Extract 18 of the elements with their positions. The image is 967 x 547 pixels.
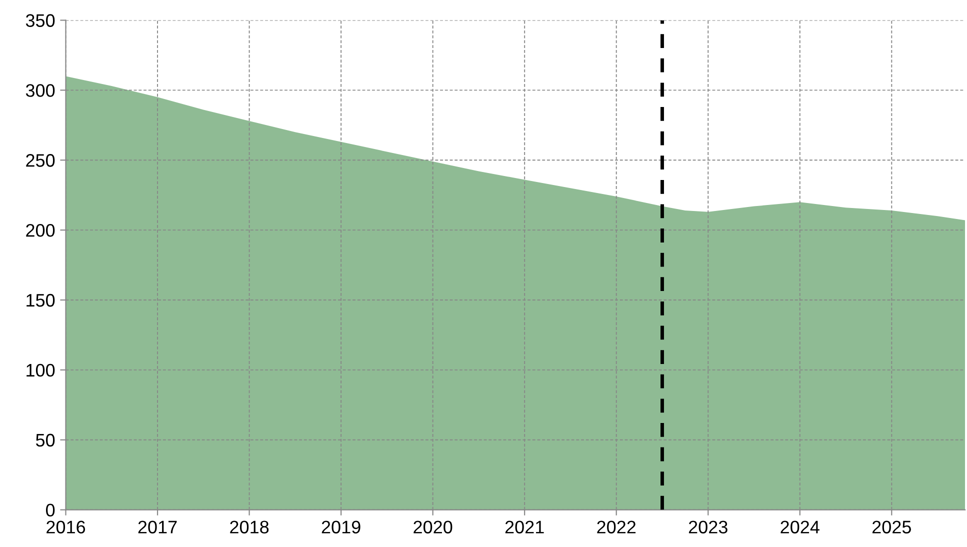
x-tick-label: 2019: [322, 520, 360, 534]
y-tick-label: 300: [26, 84, 55, 97]
x-tick-label: 2021: [505, 520, 544, 534]
y-tick-label: 100: [26, 364, 55, 377]
y-tick-label: 150: [26, 294, 55, 307]
x-tick-label: 2017: [138, 520, 177, 534]
x-tick-label: 2022: [597, 520, 636, 534]
x-tick-label: 2020: [414, 520, 452, 534]
x-tick-label: 2025: [872, 520, 911, 534]
y-tick-label: 200: [26, 224, 55, 237]
y-tick-label: 50: [36, 434, 55, 447]
x-tick-label: 2016: [46, 520, 86, 534]
x-tick-label: 2024: [780, 520, 820, 534]
x-tick-label: 2018: [230, 520, 269, 534]
y-tick-label: 250: [26, 154, 55, 167]
x-tick-label: 2023: [688, 520, 728, 534]
y-tick-label: 350: [26, 14, 55, 27]
y-tick-label: 0: [46, 504, 55, 517]
